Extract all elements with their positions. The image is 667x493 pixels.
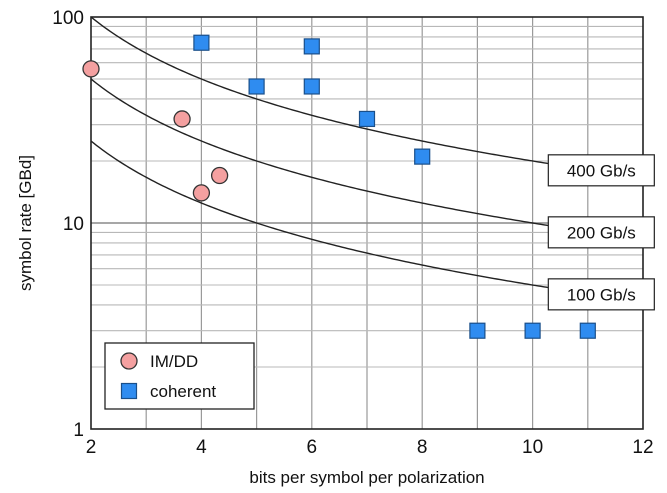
x-tick-label: 8 — [417, 437, 428, 458]
point-coherent — [303, 38, 320, 55]
tick-labels: 2 4 6 8 10 12 1 10 100 — [52, 8, 653, 458]
y-tick-label: 100 — [52, 8, 84, 29]
curve-label: 400 Gb/s — [567, 161, 636, 180]
y-tick-label: 10 — [63, 214, 84, 235]
y-axis-label: symbol rate [GBd] — [16, 155, 35, 291]
point-coherent — [248, 78, 265, 95]
point-coherent — [524, 322, 541, 339]
point-coherent — [469, 322, 486, 339]
x-tick-label: 4 — [196, 437, 207, 458]
point-im-dd — [173, 110, 191, 128]
legend: IM/DD coherent — [104, 342, 255, 410]
point-im-dd — [192, 184, 211, 202]
grid — [91, 17, 643, 429]
point-coherent — [414, 148, 431, 165]
point-coherent — [193, 34, 210, 51]
data-points — [82, 34, 596, 339]
curve-label: 200 Gb/s — [567, 223, 636, 242]
x-tick-label: 6 — [307, 437, 318, 458]
legend-marker-coherent — [120, 382, 138, 400]
curve-label: 100 Gb/s — [567, 285, 636, 304]
legend-label-coherent: coherent — [150, 382, 216, 401]
curve-label-box — [547, 278, 655, 311]
point-coherent — [579, 322, 596, 339]
curve-labels: 100 Gb/s 200 Gb/s 400 Gb/s — [547, 154, 655, 311]
curve-label-box — [547, 154, 655, 187]
point-im-dd — [82, 60, 100, 78]
x-tick-label: 12 — [632, 437, 653, 458]
y-tick-label: 1 — [73, 420, 84, 441]
x-tick-label: 2 — [86, 437, 97, 458]
legend-marker-im-dd — [120, 352, 138, 370]
curve-label-box — [547, 216, 655, 249]
point-coherent — [358, 110, 376, 128]
point-im-dd — [210, 166, 229, 185]
x-axis-label: bits per symbol per polarization — [249, 468, 484, 487]
point-coherent — [303, 78, 320, 95]
legend-label-im-dd: IM/DD — [150, 352, 198, 371]
x-tick-label: 10 — [522, 437, 543, 458]
